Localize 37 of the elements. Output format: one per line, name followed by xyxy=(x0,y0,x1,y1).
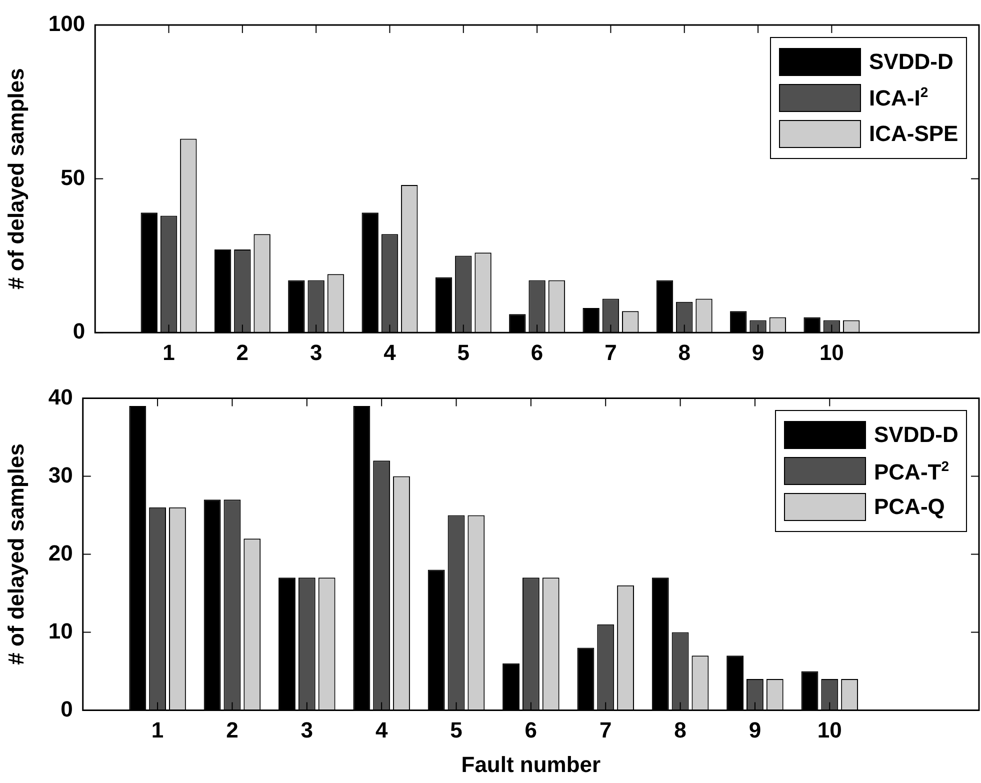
x-tick-label: 7 xyxy=(599,717,612,742)
legend-label: SVDD-D xyxy=(869,49,954,75)
y-tick-label: 20 xyxy=(48,540,73,566)
x-tick-label: 3 xyxy=(300,717,314,742)
y-tick-label: 50 xyxy=(60,164,86,190)
legend-label: PCA-T$^{2}$ xyxy=(874,458,950,485)
y-axis-title: # of delayed samples xyxy=(3,444,28,665)
x-tick-label: 1 xyxy=(151,717,164,742)
y-tick-label: 40 xyxy=(48,384,73,410)
y-tick-label: 0 xyxy=(60,696,73,722)
legend-label: ICA-I$^{2}$ xyxy=(869,84,928,112)
x-axis-title: Fault number xyxy=(461,752,602,777)
legend-label: PCA-Q xyxy=(874,494,945,520)
x-tick-label: 1 xyxy=(162,340,175,365)
x-tick-label: 3 xyxy=(310,340,322,365)
x-tick-label: 4 xyxy=(375,717,388,742)
x-tick-label: 2 xyxy=(236,340,249,365)
x-tick-label: 10 xyxy=(817,717,842,742)
x-tick-label: 9 xyxy=(752,340,764,365)
legend-label: ICA-SPE xyxy=(869,121,958,147)
y-tick-label: 0 xyxy=(72,318,86,344)
x-tick-label: 8 xyxy=(678,340,690,365)
y-tick-label: 10 xyxy=(48,618,73,644)
y-tick-label: 30 xyxy=(48,462,73,488)
y-tick-label: 100 xyxy=(48,11,86,36)
legend-label: SVDD-D xyxy=(874,422,958,448)
y-axis-title: # of delayed samples xyxy=(3,68,28,290)
x-tick-label: 4 xyxy=(384,340,397,365)
x-tick-label: 7 xyxy=(604,340,617,365)
x-tick-label: 9 xyxy=(748,717,762,742)
x-tick-label: 6 xyxy=(524,717,538,742)
x-tick-label: 10 xyxy=(819,340,844,365)
x-tick-label: 6 xyxy=(530,340,544,365)
x-tick-label: 8 xyxy=(674,717,686,742)
x-tick-label: 5 xyxy=(457,340,470,365)
x-tick-label: 5 xyxy=(450,717,462,742)
x-tick-label: 2 xyxy=(226,717,238,742)
